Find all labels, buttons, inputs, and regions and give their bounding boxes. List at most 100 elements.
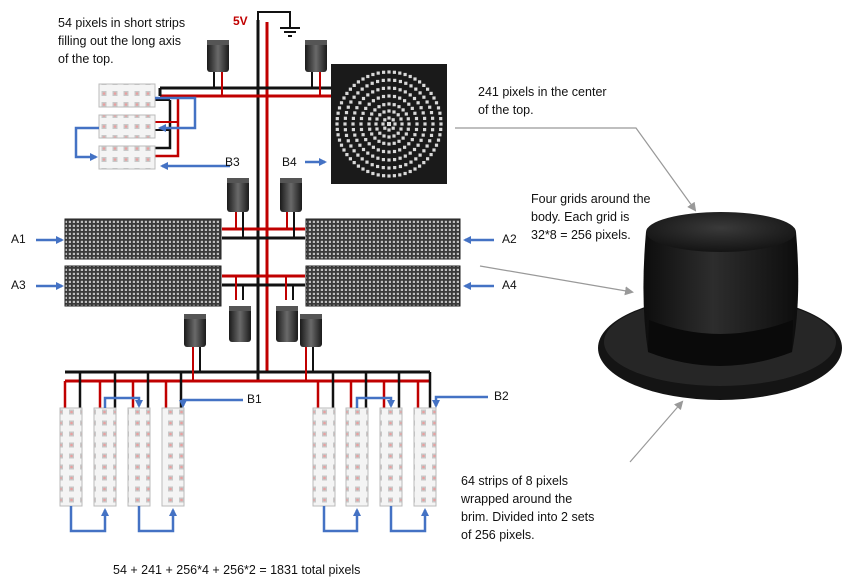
ring-led [413,77,417,81]
ring-led [361,111,365,115]
ring-led [407,122,411,126]
ring-led [400,122,404,126]
ring-led [398,71,402,75]
ring-led [392,94,397,99]
ring-led [392,103,396,107]
ring-led [393,122,397,126]
ring-led [387,166,391,170]
capacitor-top-left [207,40,229,96]
capacitor-mid-right [280,178,302,212]
ring-led [360,87,364,91]
ring-led [365,84,369,88]
ring-led [387,116,391,120]
ring-led [370,132,374,136]
ring-led [387,86,391,90]
ring-led [438,111,442,115]
ring-led [377,105,381,109]
ring-led [387,128,391,132]
ring-led [383,126,387,130]
ring-led [413,133,417,137]
ring-led [387,70,391,74]
ring-led [337,106,342,110]
brim-strips-note: 64 strips of 8 pixels wrapped around the… [461,474,595,542]
ring-led [346,105,350,109]
ring-led [352,161,356,165]
ring-led [335,122,339,126]
ring-led [407,102,411,106]
ring-led [370,112,374,116]
ring-led [422,83,426,87]
ring-led [345,91,349,95]
ring-led [352,83,356,87]
ring-led [423,116,427,120]
ring-led [425,100,429,104]
ring-led [343,122,347,126]
ring-led [392,70,396,74]
ring-led [382,103,386,107]
ring-led [426,157,430,161]
ring-led [359,127,364,132]
ring-led [422,95,426,99]
ring-led [406,127,410,131]
ring-led [381,158,385,162]
brim-strips [59,407,437,507]
ring-led [373,108,377,112]
ring-led [393,78,397,82]
ring-led [365,160,369,164]
short-strips [98,83,156,170]
ring-led [382,110,386,114]
input-a3-label: A3 [11,278,26,292]
ring-led [355,138,359,142]
ring-led [418,91,422,95]
ring-led [422,161,426,165]
ring-led [416,101,420,105]
ring-led [342,148,346,152]
ring-led [418,80,422,84]
ring-led [387,158,391,162]
ring-led [376,79,380,84]
ring-led [412,147,417,152]
ring-led [345,153,349,157]
ring-led [353,133,357,137]
capacitor-low-3 [276,306,298,342]
ring-led [344,133,349,137]
ring-led [351,116,355,120]
ring-led [409,84,413,88]
ring-led [371,145,375,149]
ring-led [359,122,363,126]
ring-led [370,163,374,167]
ring-led [342,96,346,100]
ring-led [336,111,340,115]
led-ring [331,64,447,184]
ring-led [371,72,375,77]
ring-led [419,106,423,110]
ring-led [396,113,400,117]
ring-led [403,171,407,176]
ring-led [431,122,435,126]
ring-led [348,87,352,91]
ring-led [428,139,432,143]
ring-led [375,117,379,121]
ring-led [392,174,396,178]
ring-led [398,79,402,84]
ring-led [373,136,377,140]
input-a2-label: A2 [502,232,517,246]
ring-led [387,142,391,146]
ring-led [408,151,412,155]
ring-led [337,138,342,142]
ring-led [431,128,435,132]
ring-led [436,106,441,110]
center-pixels-note: 241 pixels in the center of the top. [478,85,607,117]
ring-led [387,102,391,106]
ring-led [398,96,402,100]
grid-buses [222,212,305,300]
ring-led [426,87,430,91]
ring-led [407,142,411,146]
ring-led [352,95,356,99]
ring-led [368,117,372,121]
ring-led [356,164,360,168]
ring-led [413,111,417,115]
ring-led [421,111,425,115]
ring-led [438,133,442,137]
ring-led [392,141,396,145]
